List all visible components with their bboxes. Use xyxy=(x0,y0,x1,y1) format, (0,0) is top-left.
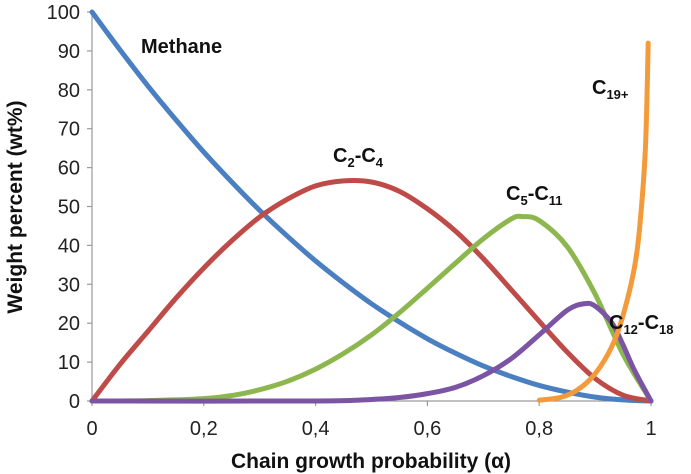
series-label-c2-c4: C2-C4 xyxy=(333,145,384,170)
y-axis-title: Weight percent (wt%) xyxy=(4,100,27,313)
y-tick-label: 0 xyxy=(69,391,80,413)
series-label-c19plus-main: C xyxy=(592,77,606,99)
x-tick-label: 0 xyxy=(86,418,97,440)
series-label-c2-c4-sub2: 4 xyxy=(376,155,384,170)
x-tick-label: 0,4 xyxy=(302,418,330,440)
series-label-c5-c11-tail: -C xyxy=(528,183,549,205)
y-tick-label: 10 xyxy=(58,352,80,374)
series-label-c2-c4-main: C xyxy=(333,145,347,167)
x-tick-label: 0,2 xyxy=(190,418,218,440)
series-label-c12-c18-main: C xyxy=(609,312,623,334)
series-label-c5-c11-sub: 5 xyxy=(520,193,527,208)
series-label-c5-c11-main: C xyxy=(506,183,520,205)
x-ticks: 0 0,2 0,4 0,6 0,8 1 xyxy=(86,401,657,440)
x-axis-title: Chain growth probability (α) xyxy=(231,450,511,473)
y-tick-label: 80 xyxy=(58,80,80,102)
x-tick-label: 1 xyxy=(645,418,656,440)
series-label-c19plus: C19+ xyxy=(592,77,629,102)
series-line-c5-c11 xyxy=(89,213,654,404)
y-tick-label: 30 xyxy=(58,274,80,296)
x-tick-label: 0,8 xyxy=(525,418,553,440)
y-tick-label: 100 xyxy=(47,2,80,24)
series-label-c5-c11-sub2: 11 xyxy=(549,193,563,208)
series-label-c2-c4-tail: -C xyxy=(355,145,376,167)
y-ticks: 0 10 20 30 40 50 60 70 80 90 100 xyxy=(47,2,92,413)
series-line-c2-c4 xyxy=(89,177,654,404)
series-label-c12-c18-tail: -C xyxy=(638,312,659,334)
y-tick-label: 60 xyxy=(58,158,80,180)
series-label-c12-c18: C12-C18 xyxy=(609,312,674,337)
y-tick-label: 70 xyxy=(58,119,80,141)
y-tick-label: 50 xyxy=(58,197,80,219)
y-tick-label: 90 xyxy=(58,41,80,63)
series-label-c5-c11: C5-C11 xyxy=(506,183,563,208)
series-label-c12-c18-sub: 12 xyxy=(623,322,637,337)
series-line-c19plus xyxy=(536,40,651,403)
series-label-methane: Methane xyxy=(141,36,222,58)
series-label-c19plus-sub: 19+ xyxy=(606,87,628,102)
series-lines xyxy=(89,9,654,404)
x-tick-label: 0,6 xyxy=(413,418,441,440)
series-line-methane xyxy=(89,9,654,404)
y-tick-label: 40 xyxy=(58,235,80,257)
series-label-c2-c4-sub: 2 xyxy=(347,155,354,170)
y-tick-label: 20 xyxy=(58,313,80,335)
series-label-c12-c18-sub2: 18 xyxy=(659,322,673,337)
plot-area: 0 10 20 30 40 50 60 70 80 90 100 0 0,2 0,4 0,6 0,8 1 xyxy=(47,2,657,440)
